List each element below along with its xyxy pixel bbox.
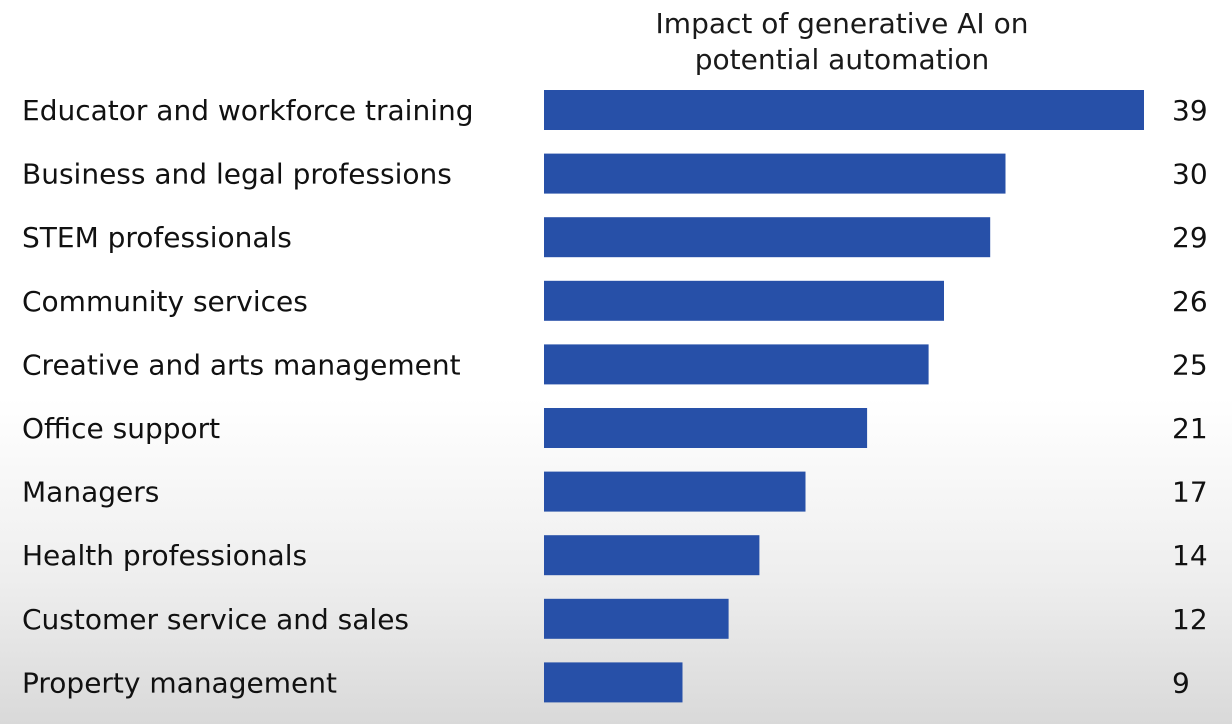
- bar: [544, 153, 1006, 194]
- category-label: Office support: [22, 412, 220, 445]
- category-label: Creative and arts management: [22, 348, 461, 381]
- bar: [544, 598, 729, 639]
- category-label: Customer service and sales: [22, 603, 409, 636]
- value-label: 17: [1172, 476, 1208, 509]
- value-label: 25: [1172, 348, 1208, 381]
- bar: [544, 217, 991, 258]
- category-label: Property management: [22, 666, 337, 699]
- category-label: Business and legal professions: [22, 158, 452, 191]
- bar: [544, 408, 868, 448]
- bar: [544, 535, 760, 576]
- category-labels: Educator and workforce training Business …: [22, 94, 474, 699]
- bars: [544, 90, 1144, 703]
- value-labels: 39 30 29 26 25 21 17 14 12 9: [1172, 94, 1208, 699]
- value-label: 14: [1172, 539, 1208, 572]
- chart-title-line-2: potential automation: [695, 43, 990, 76]
- value-label: 30: [1172, 158, 1208, 191]
- category-label: Health professionals: [22, 539, 307, 572]
- value-label: 12: [1172, 603, 1208, 636]
- chart-title-line-1: Impact of generative AI on: [656, 7, 1029, 40]
- bar: [544, 90, 1144, 130]
- category-label: Educator and workforce training: [22, 94, 474, 127]
- bar: [544, 662, 683, 703]
- category-label: Managers: [22, 476, 159, 509]
- bar: [544, 344, 929, 385]
- value-label: 29: [1172, 221, 1208, 254]
- value-label: 21: [1172, 412, 1208, 445]
- value-label: 26: [1172, 285, 1208, 318]
- bar: [544, 471, 806, 512]
- category-label: STEM professionals: [22, 221, 292, 254]
- chart-title: Impact of generative AI on potential aut…: [656, 7, 1029, 76]
- value-label: 9: [1172, 666, 1190, 699]
- value-label: 39: [1172, 94, 1208, 127]
- category-label: Community services: [22, 285, 308, 318]
- bar: [544, 280, 944, 321]
